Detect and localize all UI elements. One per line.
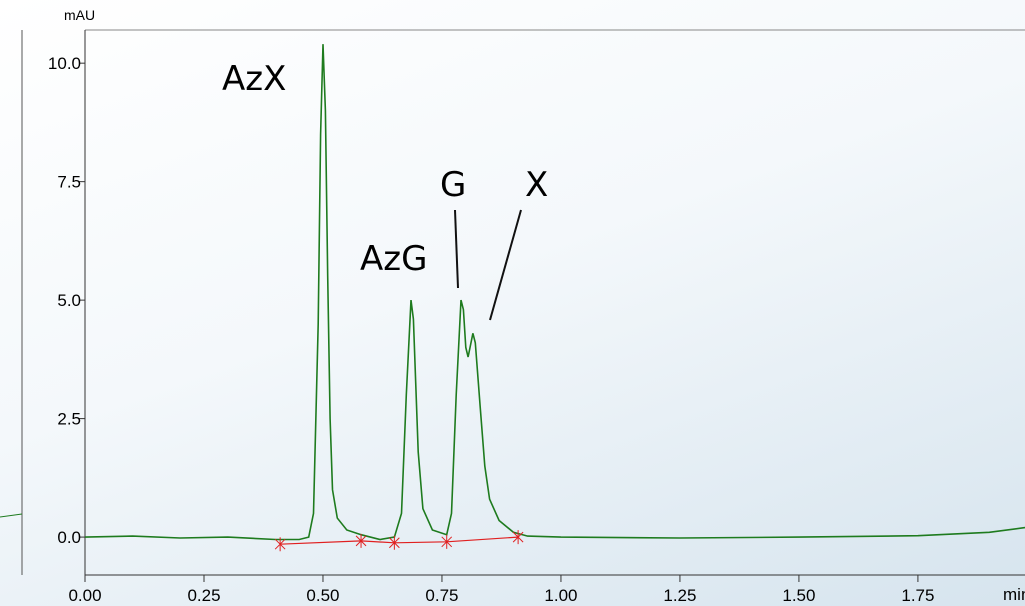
x-tick-label: 1.00 — [544, 586, 577, 605]
x-tick-label: 1.75 — [901, 586, 934, 605]
x-tick-label: 0.75 — [425, 586, 458, 605]
x-tick-label: 0.00 — [68, 586, 101, 605]
integration-marker — [389, 535, 400, 550]
left-panel-trace — [0, 513, 23, 518]
peak-label: G — [440, 165, 466, 205]
peak-label: X — [525, 165, 548, 205]
trace — [84, 44, 1025, 541]
y-tick-label: 7.5 — [57, 173, 81, 192]
y-tick-label: 5.0 — [57, 291, 81, 310]
x-tick-label: 1.25 — [663, 586, 696, 605]
integration-marker — [512, 530, 524, 545]
integration-marker — [274, 537, 286, 552]
y-tick-label: 2.5 — [57, 410, 81, 429]
peak-label: AzX — [222, 59, 286, 99]
y-tick-label: 10.0 — [48, 54, 81, 73]
integration-marker — [441, 534, 453, 549]
peak-label: AzG — [360, 239, 427, 279]
x-axis-label: min — [1003, 585, 1025, 604]
x-tick-label: 0.25 — [187, 586, 220, 605]
integration-marker — [355, 533, 367, 548]
leader-line — [489, 209, 522, 321]
x-tick-label: 1.50 — [782, 586, 815, 605]
y-tick-label: 0.0 — [57, 528, 81, 547]
leader-line — [454, 209, 459, 289]
x-tick-label: 0.50 — [306, 586, 339, 605]
y-axis-label: mAU — [64, 7, 95, 23]
